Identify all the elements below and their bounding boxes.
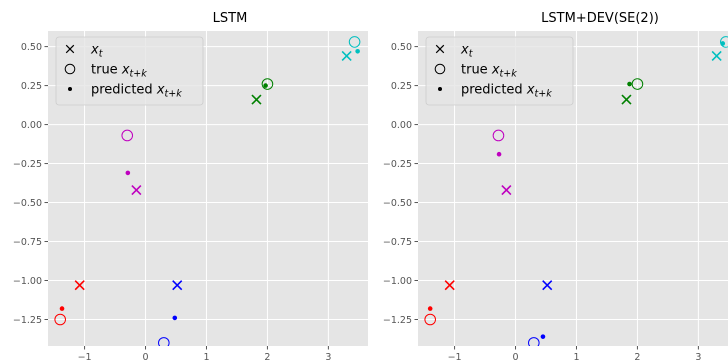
legend-box [55, 36, 204, 106]
point-predicted [263, 83, 268, 88]
chart-title: LSTM+DEV(SE(2)) [541, 11, 659, 26]
legend-circle-marker [64, 63, 76, 75]
x-tick-label: −1 [78, 352, 92, 363]
cross-stroke [621, 94, 632, 105]
point-predicted [59, 306, 65, 311]
point-predicted [627, 81, 632, 87]
cross-stroke [131, 184, 142, 196]
point-true [720, 36, 728, 48]
x-tick-label: 1 [573, 352, 579, 363]
legend-circle-marker [434, 63, 446, 75]
legend-label: true xt+k [91, 63, 147, 80]
point-xt [444, 280, 455, 291]
y-tick-label: 0.25 [391, 81, 412, 92]
cross-stroke [172, 280, 183, 291]
y-tick-label: −0.25 [383, 159, 412, 170]
data-layer [424, 36, 728, 346]
legend-label: xt [90, 43, 104, 60]
point-xt [131, 184, 142, 196]
point-true [54, 313, 66, 326]
point-predicted [427, 306, 433, 311]
legend-dot-marker [68, 87, 72, 91]
chart-panel-2: −1 0 1 2 3 0.50 0.25 0.00 −0.25 −0.50 −0.75 −1.00 −1… [383, 11, 728, 363]
chart-panel-1: −1 0 1 2 3 0.50 0.25 0.00 −0.25 −0.50 −0.75 −1.00 −1… [13, 11, 368, 363]
point-predicted [496, 151, 502, 157]
x-tick-label: 0 [143, 352, 149, 363]
cross-stroke [341, 50, 352, 62]
cross-stroke [444, 280, 455, 291]
point-true [528, 337, 540, 346]
point-true [121, 129, 134, 142]
y-tick-label: −1.25 [383, 315, 412, 326]
point-true [424, 313, 436, 326]
point-predicted [172, 315, 178, 321]
point-predicted [720, 41, 726, 46]
x-tick-label: 2 [634, 352, 640, 363]
legend-x-marker [435, 44, 445, 54]
legend-x-marker [65, 44, 75, 54]
cross-stroke [542, 280, 553, 291]
data-layer [54, 36, 361, 346]
x-tick-label: 1 [203, 352, 209, 363]
y-tick-label: 0.00 [21, 120, 42, 131]
y-tick-label: 0.00 [391, 120, 412, 131]
point-xt [621, 94, 632, 105]
cross-stroke [251, 94, 262, 105]
point-true [492, 129, 505, 142]
point-true [158, 337, 170, 346]
point-xt [74, 280, 85, 291]
point-predicted [540, 334, 546, 339]
point-xt [341, 50, 352, 62]
legend-box [425, 36, 574, 106]
cross-stroke [74, 280, 85, 291]
y-tick-label: −0.75 [383, 237, 412, 248]
y-tick-label: 0.50 [391, 42, 412, 53]
point-predicted [125, 170, 131, 176]
x-tick-label: 3 [695, 352, 701, 363]
point-true [631, 78, 644, 90]
legend-label: predicted xt+k [91, 83, 182, 100]
point-true [261, 78, 274, 90]
x-tick-label: 3 [325, 352, 331, 363]
cross-stroke [711, 50, 722, 62]
y-tick-label: −1.00 [383, 276, 412, 287]
cross-stroke [501, 184, 512, 196]
point-xt [711, 50, 722, 62]
legend-dot-marker [438, 87, 442, 91]
point-xt [501, 184, 512, 196]
legend-label: xt [460, 43, 474, 60]
point-xt [542, 280, 553, 291]
legend-label: predicted xt+k [461, 83, 552, 100]
legend-label: true xt+k [461, 63, 517, 80]
x-tick-label: 2 [264, 352, 270, 363]
y-tick-label: 0.50 [21, 42, 42, 53]
y-tick-label: −0.50 [13, 198, 42, 209]
point-xt [251, 94, 262, 105]
y-tick-label: 0.25 [21, 81, 42, 92]
point-xt [172, 280, 183, 291]
y-tick-label: −1.25 [13, 315, 42, 326]
point-true [348, 36, 361, 48]
x-tick-label: −1 [448, 352, 462, 363]
y-tick-label: −1.00 [13, 276, 42, 287]
chart-title: LSTM [213, 11, 248, 26]
legend: xt true xt+k predicted xt+k [55, 36, 204, 106]
y-tick-label: −0.75 [13, 237, 42, 248]
point-predicted [355, 48, 360, 54]
x-tick-label: 0 [513, 352, 519, 363]
y-tick-label: −0.50 [383, 198, 412, 209]
legend: xt true xt+k predicted xt+k [425, 36, 574, 106]
y-tick-label: −0.25 [13, 159, 42, 170]
